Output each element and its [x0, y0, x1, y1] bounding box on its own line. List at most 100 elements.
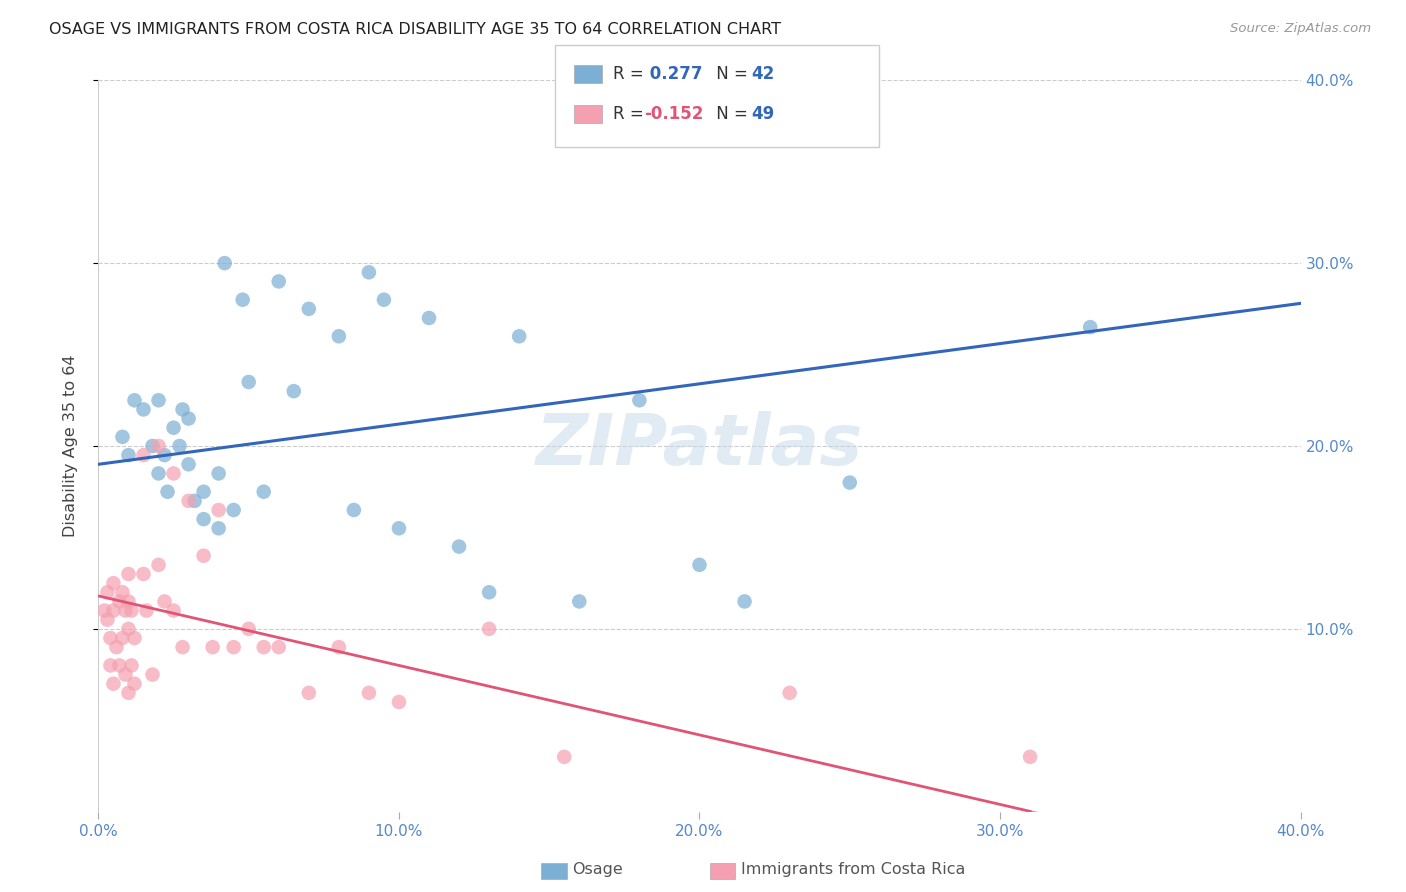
- Text: Immigrants from Costa Rica: Immigrants from Costa Rica: [741, 863, 966, 877]
- Point: [153, 594, 176, 608]
- Point: [253, 640, 276, 655]
- Point: [208, 467, 231, 481]
- Point: [568, 594, 591, 608]
- Point: [689, 558, 711, 572]
- Point: [132, 402, 155, 417]
- Point: [1078, 320, 1101, 334]
- Point: [108, 658, 131, 673]
- Point: [148, 467, 170, 481]
- Point: [238, 375, 260, 389]
- Point: [208, 503, 231, 517]
- Point: [177, 411, 200, 425]
- Point: [201, 640, 224, 655]
- Point: [93, 603, 115, 617]
- Text: 0.277: 0.277: [644, 65, 703, 83]
- Text: 49: 49: [751, 105, 775, 123]
- Point: [183, 493, 205, 508]
- Point: [267, 640, 290, 655]
- Point: [100, 658, 122, 673]
- Point: [447, 540, 470, 554]
- Point: [553, 749, 575, 764]
- Point: [177, 493, 200, 508]
- Point: [193, 484, 215, 499]
- Point: [388, 521, 411, 535]
- Point: [193, 549, 215, 563]
- Point: [357, 265, 380, 279]
- Point: [283, 384, 305, 399]
- Point: [779, 686, 801, 700]
- Point: [96, 613, 118, 627]
- Point: [253, 484, 276, 499]
- Point: [328, 640, 350, 655]
- Point: [108, 594, 131, 608]
- Point: [124, 393, 146, 408]
- Point: [222, 640, 245, 655]
- Point: [208, 521, 231, 535]
- Point: [222, 503, 245, 517]
- Point: [103, 603, 125, 617]
- Point: [135, 603, 157, 617]
- Point: [162, 421, 184, 435]
- Text: Source: ZipAtlas.com: Source: ZipAtlas.com: [1230, 22, 1371, 36]
- Text: R =: R =: [613, 105, 650, 123]
- Point: [1019, 749, 1042, 764]
- Text: ZIPatlas: ZIPatlas: [536, 411, 863, 481]
- Text: 42: 42: [751, 65, 775, 83]
- Point: [96, 585, 118, 599]
- Point: [214, 256, 236, 270]
- Point: [628, 393, 651, 408]
- Text: R =: R =: [613, 65, 650, 83]
- Point: [508, 329, 530, 343]
- Point: [124, 676, 146, 690]
- Point: [117, 567, 139, 582]
- Point: [343, 503, 366, 517]
- Point: [298, 686, 321, 700]
- Text: Osage: Osage: [572, 863, 623, 877]
- Point: [734, 594, 756, 608]
- Point: [388, 695, 411, 709]
- Point: [193, 512, 215, 526]
- Point: [148, 439, 170, 453]
- Point: [267, 275, 290, 289]
- Point: [114, 603, 136, 617]
- Text: OSAGE VS IMMIGRANTS FROM COSTA RICA DISABILITY AGE 35 TO 64 CORRELATION CHART: OSAGE VS IMMIGRANTS FROM COSTA RICA DISA…: [49, 22, 782, 37]
- Point: [172, 402, 194, 417]
- Point: [100, 631, 122, 645]
- Point: [162, 467, 184, 481]
- Point: [418, 311, 440, 326]
- Point: [169, 439, 191, 453]
- Point: [111, 430, 134, 444]
- Point: [478, 622, 501, 636]
- Point: [132, 567, 155, 582]
- Point: [117, 448, 139, 462]
- Point: [838, 475, 860, 490]
- Text: N =: N =: [711, 105, 754, 123]
- Y-axis label: Disability Age 35 to 64: Disability Age 35 to 64: [63, 355, 77, 537]
- Point: [111, 585, 134, 599]
- Point: [172, 640, 194, 655]
- Point: [111, 631, 134, 645]
- Point: [478, 585, 501, 599]
- Point: [105, 640, 128, 655]
- Text: N =: N =: [711, 65, 754, 83]
- Point: [117, 686, 139, 700]
- Point: [141, 667, 163, 681]
- Point: [141, 439, 163, 453]
- Point: [121, 603, 143, 617]
- Point: [117, 622, 139, 636]
- Point: [103, 676, 125, 690]
- Point: [177, 458, 200, 472]
- Point: [124, 631, 146, 645]
- Point: [153, 448, 176, 462]
- Point: [357, 686, 380, 700]
- Point: [148, 558, 170, 572]
- Point: [238, 622, 260, 636]
- Point: [162, 603, 184, 617]
- Point: [232, 293, 254, 307]
- Point: [117, 594, 139, 608]
- Point: [132, 448, 155, 462]
- Point: [328, 329, 350, 343]
- Point: [298, 301, 321, 316]
- Point: [373, 293, 395, 307]
- Point: [103, 576, 125, 591]
